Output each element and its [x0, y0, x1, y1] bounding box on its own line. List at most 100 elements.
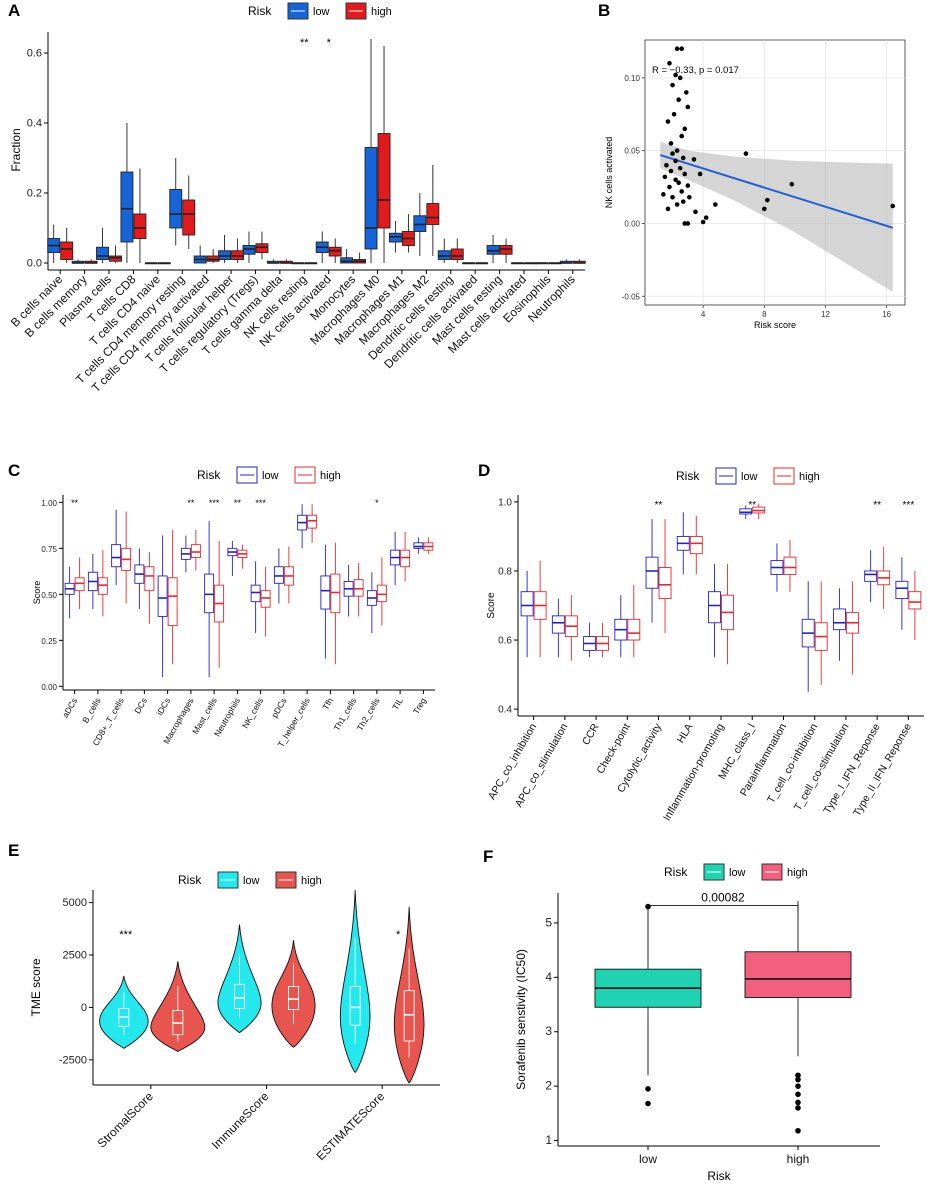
significance-mark: ** [187, 498, 195, 508]
y-tick-label: 0.00 [624, 219, 640, 228]
box-low-box [157, 575, 168, 617]
scatter-point [890, 203, 896, 209]
scatter-point [668, 141, 674, 146]
y-tick-label: 2 [545, 1079, 552, 1093]
y-tick-label: 0.4 [498, 705, 512, 716]
scatter-point [668, 168, 674, 174]
scatter-point [677, 165, 683, 171]
box-high-box [499, 245, 513, 255]
legend-title: Risk [664, 865, 688, 879]
y-tick-label: 0.00 [41, 683, 57, 692]
box-high-box [908, 591, 922, 610]
box-high-box [167, 577, 178, 627]
significance-mark: ** [234, 498, 242, 508]
box-low-box [486, 245, 500, 255]
box-high-box [627, 618, 641, 641]
box-low-box [111, 544, 122, 568]
legend-label-low: low [313, 6, 330, 18]
scatter-point [687, 194, 692, 200]
scatter-point [670, 194, 675, 200]
scatter-point [674, 148, 680, 153]
legend-title: Risk [178, 873, 202, 887]
box-high-box [231, 250, 245, 260]
significance-mark: *** [209, 498, 220, 508]
box-low-box [413, 215, 427, 232]
scatter-point [679, 133, 685, 139]
scatter-point [662, 174, 668, 180]
comparison-bracket [647, 905, 799, 913]
x-tick-label: low [639, 1152, 657, 1166]
y-axis-title: Score [32, 581, 42, 605]
box-high-box [255, 243, 269, 253]
scatter-point [676, 180, 681, 185]
inner-box-high-box [403, 990, 415, 1042]
box-low-box [551, 615, 565, 634]
panel-label: F [483, 847, 493, 866]
box-high-box [400, 549, 411, 568]
outlier-point [795, 1127, 801, 1134]
box-high-box [353, 579, 364, 597]
legend-title: Risk [248, 4, 272, 18]
significance-mark: ** [300, 37, 309, 49]
legend-label-high: high [320, 470, 341, 482]
scatter-point [674, 202, 680, 207]
box-high-box [330, 573, 341, 614]
box-high-box [744, 951, 852, 998]
scatter-point [673, 72, 678, 78]
scatter-point [676, 97, 681, 102]
panel-label: C [8, 461, 20, 480]
significance-mark: *** [903, 500, 915, 511]
x-axis-title: Risk [707, 1169, 731, 1183]
correlation-annotation: R = −0.33, p = 0.017 [652, 65, 739, 76]
significance-mark: * [375, 498, 379, 508]
box-low-box [242, 245, 256, 255]
legend-label-low: low [729, 867, 746, 879]
outlier-point [795, 1105, 801, 1111]
x-tick-label: 8 [762, 310, 767, 319]
y-tick-label: 1.00 [41, 499, 57, 508]
legend-label-high: high [301, 875, 322, 887]
box-high-box [658, 567, 672, 600]
scatter-point [665, 119, 671, 124]
box-low-box [864, 570, 878, 582]
outlier-point [795, 1091, 801, 1098]
significance-mark: * [327, 37, 332, 49]
violin-high [271, 940, 316, 1048]
box-low-box [388, 232, 402, 243]
scatter-point [703, 215, 709, 220]
significance-mark: ** [873, 500, 881, 511]
legend-title: Risk [197, 468, 221, 482]
violin-low [99, 975, 149, 1049]
legend-label-low: low [741, 471, 758, 483]
y-tick-label: 1 [545, 1133, 552, 1147]
y-tick-label: -2500 [59, 1054, 87, 1066]
x-tick-label: 4 [701, 310, 706, 319]
legend-title: Risk [676, 469, 700, 483]
panel-label: A [8, 1, 20, 20]
scatter-point [664, 162, 669, 168]
scatter-point [743, 151, 749, 156]
box-high-box [182, 199, 196, 236]
legend-label-high: high [371, 6, 392, 18]
violin-high [393, 906, 425, 1084]
scatter-point [682, 171, 688, 177]
y-tick-label: 0.25 [41, 637, 57, 646]
y-tick-label: 0.75 [41, 545, 57, 554]
scatter-point [693, 209, 698, 215]
box-high-box [206, 255, 220, 262]
scatter-point [677, 75, 683, 81]
inner-box-low-box [234, 983, 245, 1009]
box-high-box [426, 203, 440, 225]
panel-f: F 1 2 3 4 5 Sorafenib senstivity (IC50) Risk low… [483, 847, 880, 1183]
legend-label-high: high [799, 471, 820, 483]
scatter-point [679, 189, 685, 194]
panel-label: E [8, 841, 19, 860]
outlier-point [795, 1099, 801, 1106]
scatter-point [661, 192, 666, 197]
box-high-box [144, 566, 155, 592]
scatter-point [667, 60, 672, 66]
x-axis-title: Risk score [754, 320, 796, 330]
significance-mark: *** [255, 498, 266, 508]
box-high-box [689, 535, 703, 555]
